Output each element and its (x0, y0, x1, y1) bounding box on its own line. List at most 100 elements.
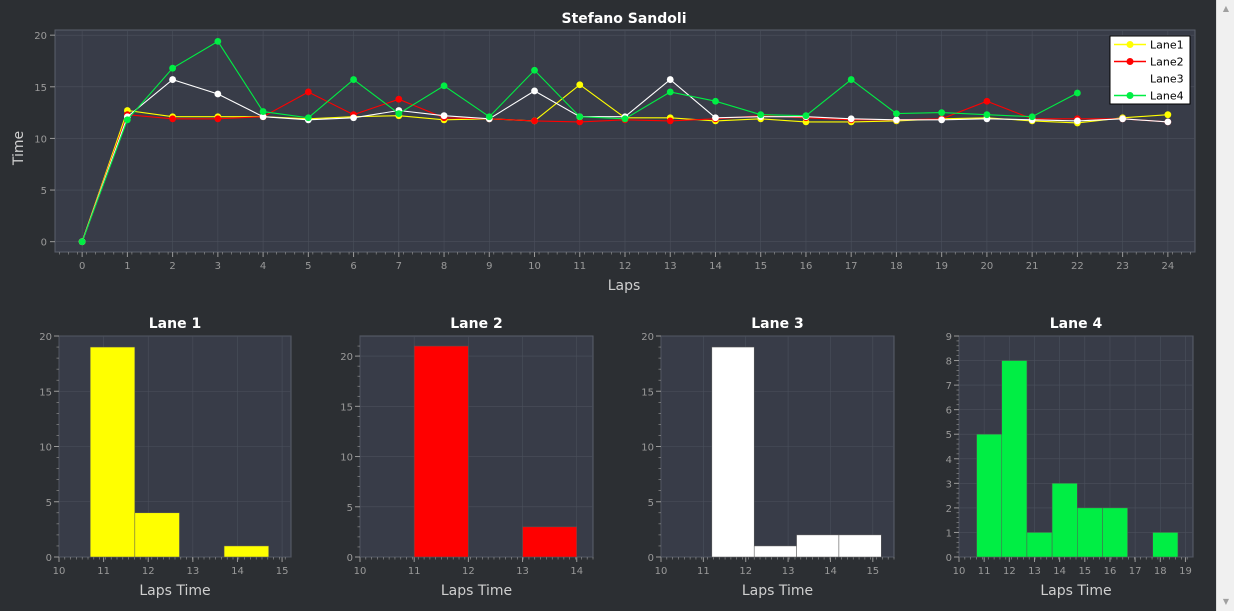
x-tick-label: 12 (619, 261, 632, 272)
y-tick-label: 10 (34, 134, 47, 145)
y-tick-label: 15 (340, 402, 353, 413)
histogram-bar (838, 534, 882, 558)
histogram-x-axis-label: Laps Time (139, 583, 210, 599)
x-tick-label: 15 (1078, 566, 1091, 577)
y-axis-label: Time (11, 131, 27, 166)
data-point-lane2 (531, 117, 538, 125)
data-point-lane2 (395, 95, 403, 103)
lane-1-histogram: Lane 1 Laps Time 10 11 12 13 14 15 0 5 10 15 20 (39, 316, 292, 599)
histogram-bar (753, 545, 797, 558)
legend: Lane1 Lane2 Lane3 Lane4 (1109, 35, 1191, 105)
data-point-lane4 (757, 111, 765, 119)
x-tick-label: 15 (754, 261, 767, 272)
data-point-lane3 (531, 87, 538, 95)
x-tick-label: 11 (408, 566, 421, 577)
y-tick-label: 1 (946, 528, 952, 539)
data-point-lane2 (666, 117, 674, 125)
lane-4-histogram: Lane 4 Laps Time 10 11 12 13 14 15 16 17 18 19012… (946, 316, 1194, 599)
x-tick-label: 12 (462, 566, 475, 577)
x-tick-label: 1 (124, 261, 130, 272)
legend-label-lane3: Lane3 (1150, 73, 1184, 86)
data-point-lane4 (485, 113, 493, 121)
y-tick-label: 7 (946, 381, 952, 392)
data-point-lane2 (983, 97, 991, 105)
histogram-bar (711, 346, 755, 558)
x-tick-label: 10 (953, 566, 966, 577)
x-tick-label: 19 (935, 261, 948, 272)
x-tick-label: 13 (1028, 566, 1041, 577)
data-point-lane3 (666, 76, 674, 83)
triangle-up-icon[interactable]: ▲ (1222, 4, 1230, 13)
histogram-x-axis-label: Laps Time (441, 583, 512, 599)
data-point-lane3 (169, 76, 177, 83)
histogram-plot-area (359, 335, 594, 558)
triangle-down-icon[interactable]: ▼ (1222, 597, 1230, 606)
data-point-lane4 (78, 238, 86, 246)
data-point-lane3 (214, 90, 222, 98)
y-tick-label: 0 (347, 553, 353, 564)
x-tick-label: 21 (1026, 261, 1039, 272)
x-tick-label: 0 (79, 261, 85, 272)
legend-item-lane2: Lane2 (1114, 56, 1184, 69)
data-point-lane4 (621, 115, 629, 123)
x-tick-label: 11 (97, 566, 110, 577)
data-point-lane1 (1164, 111, 1172, 119)
x-tick-label: 18 (890, 261, 903, 272)
x-tick-label: 12 (739, 566, 752, 577)
data-point-lane4 (938, 109, 946, 117)
data-point-lane3 (350, 114, 357, 122)
histogram-bar (413, 345, 469, 558)
legend-item-lane4: Lane4 (1114, 90, 1184, 103)
y-tick-label: 0 (946, 553, 952, 564)
legend-item-lane1: Lane1 (1114, 39, 1184, 52)
histogram-title: Lane 4 (1050, 316, 1103, 332)
x-tick-label: 10 (655, 566, 668, 577)
data-point-lane3 (1073, 117, 1081, 125)
data-point-lane3 (712, 114, 719, 122)
x-tick-label: 15 (866, 566, 879, 577)
legend-item-lane3: Lane3 (1114, 73, 1184, 86)
legend-label-lane2: Lane2 (1150, 56, 1184, 69)
x-tick-label: 14 (709, 261, 722, 272)
data-point-lane4 (531, 66, 538, 74)
lap-times-line-chart: Stefano Sandoli Time Laps 0 1 2 3 4 5 6 7 8 9 10 11… (11, 11, 1196, 294)
x-tick-label: 10 (528, 261, 541, 272)
x-tick-label: 8 (441, 261, 447, 272)
histogram-bar (89, 346, 136, 558)
x-tick-label: 24 (1161, 261, 1174, 272)
y-tick-label: 3 (946, 479, 952, 490)
x-tick-label: 10 (53, 566, 66, 577)
x-tick-label: 17 (845, 261, 858, 272)
y-tick-label: 20 (641, 332, 654, 343)
data-point-lane4 (666, 88, 674, 96)
data-point-lane2 (169, 115, 177, 123)
y-tick-label: 20 (39, 332, 52, 343)
y-tick-label: 0 (46, 553, 52, 564)
x-tick-label: 5 (305, 261, 311, 272)
data-point-lane4 (1073, 89, 1081, 97)
x-tick-label: 12 (142, 566, 155, 577)
histogram-bar (1077, 507, 1103, 558)
x-tick-label: 13 (664, 261, 677, 272)
data-point-lane3 (938, 116, 946, 124)
x-tick-label: 7 (396, 261, 402, 272)
data-point-lane4 (712, 97, 719, 105)
x-tick-label: 18 (1154, 566, 1167, 577)
data-point-lane4 (893, 110, 900, 118)
data-point-lane4 (847, 76, 855, 83)
data-point-lane2 (576, 118, 584, 126)
data-point-lane4 (259, 108, 267, 115)
data-point-lane4 (123, 116, 131, 124)
histogram-x-axis-label: Laps Time (742, 583, 813, 599)
x-tick-label: 19 (1179, 566, 1192, 577)
vertical-scrollbar[interactable]: ▲ ▼ (1216, 0, 1234, 611)
histogram-bar (134, 512, 180, 558)
data-point-lane4 (350, 76, 357, 83)
histogram-bar (796, 534, 840, 558)
x-tick-label: 14 (1053, 566, 1066, 577)
data-point-lane4 (395, 110, 403, 118)
x-tick-label: 20 (981, 261, 994, 272)
y-tick-label: 8 (946, 357, 952, 368)
y-tick-label: 9 (946, 332, 952, 343)
y-tick-label: 10 (340, 453, 353, 464)
